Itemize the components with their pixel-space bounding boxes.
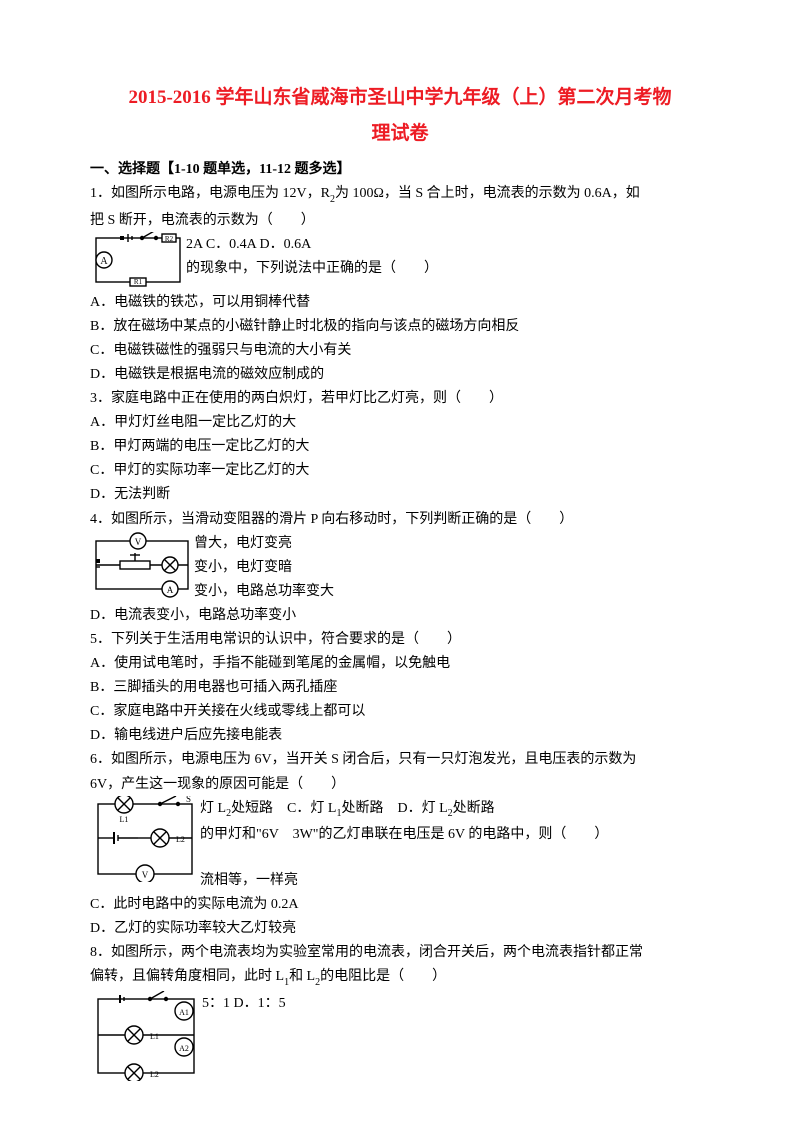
svg-text:A1: A1 [179,1008,189,1017]
q8-stem-1: 8．如图所示，两个电流表均为实验室常用的电流表，闭合开关后，两个电流表指针都正常 [90,941,710,964]
q4-option-d: D．电流表变小，电路总功率变小 [90,604,710,627]
q7-stem-tail: 的甲灯和"6V 3W"的乙灯串联在电压是 6V 的电路中，则（ ） [200,823,710,846]
q1-figure-row: A R2 R1 2A C．0.4A D．0.6A 的现象中，下列说法中正确的是（… [90,232,710,290]
svg-text:L1: L1 [150,1032,159,1041]
q1-stem-cont: 把 S 断开，电流表的示数为（ ） [90,209,710,232]
q1-circuit-diagram: A R2 R1 [90,232,186,290]
svg-text:S: S [186,796,191,804]
q7-option-d: D．乙灯的实际功率较大乙灯较亮 [90,917,710,940]
svg-text:L2: L2 [150,1070,159,1079]
q1-stem-part2: 为 100Ω，当 S 合上时，电流表的示数为 0.6A，如 [335,186,640,201]
q6-circuit-diagram: L1 S L2 V [90,796,200,882]
q5-option-d: D．输电线进户后应先接电能表 [90,724,710,747]
q6-options-line1: 灯 L2处短路 C．灯 L1处断路 D．灯 L2处断路 [200,797,710,822]
q2-option-c: C．电磁铁磁性的强弱只与电流的大小有关 [90,339,710,362]
q3-option-d: D．无法判断 [90,483,710,506]
q1-options-tail: 2A C．0.4A D．0.6A [186,233,710,256]
q4-stem: 4．如图所示，当滑动变阻器的滑片 P 向右移动时，下列判断正确的是（ ） [90,508,710,531]
q3-option-c: C．甲灯的实际功率一定比乙灯的大 [90,459,710,482]
q8-circuit-diagram: A1 L1 A2 L2 [90,991,202,1081]
svg-text:R1: R1 [134,278,143,286]
q3-option-a: A．甲灯灯丝电阻一定比乙灯的大 [90,411,710,434]
q3-stem: 3．家庭电路中正在使用的两白炽灯，若甲灯比乙灯亮，则（ ） [90,387,710,410]
q1-stem: 1．如图所示电路，电源电压为 12V，R2为 100Ω，当 S 合上时，电流表的… [90,182,710,207]
q6-figure-row: L1 S L2 V [90,796,710,892]
q5-option-b: B．三脚插头的用电器也可插入两孔插座 [90,676,710,699]
q5-stem: 5．下列关于生活用电常识的认识中，符合要求的是（ ） [90,628,710,651]
section-header: 一、选择题【1-10 题单选，11-12 题多选】 [90,158,710,181]
title-line-1: 2015-2016 学年山东省威海市圣山中学九年级（上）第二次月考物 [90,80,710,116]
q4-tail-2: 变小，电灯变暗 [194,556,710,579]
q7-option-c: C．此时电路中的实际电流为 0.2A [90,893,710,916]
svg-text:V: V [135,537,142,547]
q5-option-a: A．使用试电笔时，手指不能碰到笔尾的金属帽，以免触电 [90,652,710,675]
q8-stem-2: 偏转，且偏转角度相同，此时 L1和 L2的电阻比是（ ） [90,965,710,990]
svg-text:V: V [142,870,149,880]
q1-sub: 2 [330,194,335,205]
q4-circuit-diagram: V A [90,531,194,599]
q8-figure-row: A1 L1 A2 L2 5：1 D．1：5 [90,991,710,1081]
q5-option-c: C．家庭电路中开关接在火线或零线上都可以 [90,700,710,723]
q4-figure-row: V A 曾大，电灯变亮 变小，电灯变暗 变小，电路总功率变大 [90,531,710,603]
q4-tail-3: 变小，电路总功率变大 [194,580,710,603]
svg-text:A: A [100,256,108,267]
svg-text:R2: R2 [165,235,174,243]
svg-text:A2: A2 [179,1044,189,1053]
title-line-2: 理试卷 [90,116,710,152]
q8-options: 5：1 D．1：5 [202,992,710,1015]
svg-text:A: A [167,585,174,595]
q3-option-b: B．甲灯两端的电压一定比乙灯的大 [90,435,710,458]
q2-option-a: A．电磁铁的铁芯，可以用铜棒代替 [90,291,710,314]
q4-tail-1: 曾大，电灯变亮 [194,532,710,555]
svg-text:L1: L1 [120,815,129,824]
exam-page: 2015-2016 学年山东省威海市圣山中学九年级（上）第二次月考物 理试卷 一… [0,0,800,1121]
q2-option-b: B．放在磁场中某点的小磁针静止时北极的指向与该点的磁场方向相反 [90,315,710,338]
q1-stem-part1: 1．如图所示电路，电源电压为 12V，R [90,186,330,201]
q6-stem-2: 6V，产生这一现象的原因可能是（ ） [90,773,710,796]
q7-tail: 流相等，一样亮 [200,869,710,892]
q2-stem-tail: 的现象中，下列说法中正确的是（ ） [186,257,710,280]
svg-text:L2: L2 [176,835,185,844]
q6-stem-1: 6．如图所示，电源电压为 6V，当开关 S 闭合后，只有一只灯泡发光，且电压表的… [90,748,710,771]
q2-option-d: D．电磁铁是根据电流的磁效应制成的 [90,363,710,386]
